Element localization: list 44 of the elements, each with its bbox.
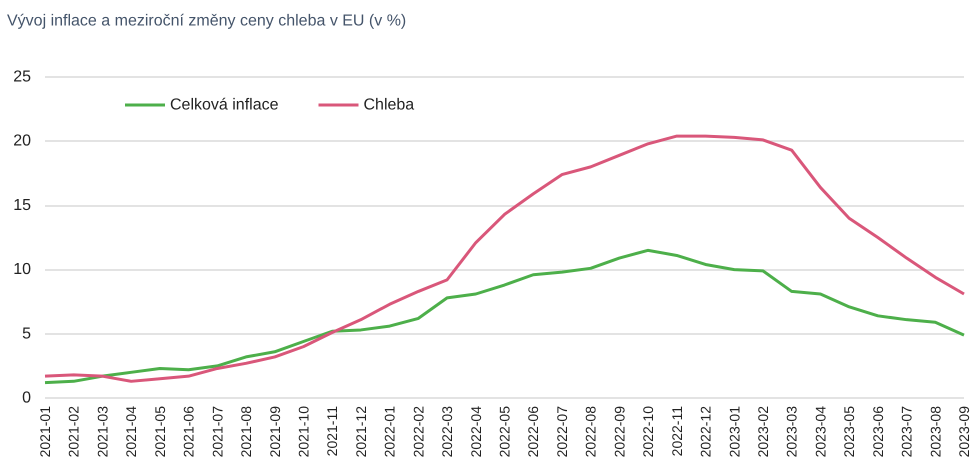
x-tick-label: 2021-02 <box>66 406 82 458</box>
legend-label: Celková inflace <box>170 96 279 114</box>
x-tick-label: 2022-11 <box>668 406 685 456</box>
y-tick-label: 25 <box>13 68 32 86</box>
line-series <box>44 134 966 383</box>
x-tick-label: 2022-01 <box>382 406 398 458</box>
line-series <box>44 248 966 384</box>
y-tick-label: 0 <box>22 390 32 406</box>
x-tick-label: 2023-08 <box>927 406 944 458</box>
x-tick-label: 2021-07 <box>209 406 226 458</box>
x-tick-label: 2023-05 <box>841 406 858 458</box>
x-tick-label: 2023-04 <box>812 406 828 458</box>
x-tick-label: 2023-03 <box>784 406 800 458</box>
x-tick-label: 2023-06 <box>870 406 886 458</box>
y-tick-label: 20 <box>13 132 32 150</box>
x-tick-label: 2021-11 <box>324 406 340 456</box>
x-tick-label: 2023-07 <box>898 406 915 458</box>
legend-label: Chleba <box>364 96 414 114</box>
x-tick-label: 2022-04 <box>468 406 484 458</box>
x-tick-label: 2021-01 <box>37 406 53 458</box>
x-tick-label: 2022-09 <box>611 406 628 458</box>
chart-title: Vývoj inflace a meziroční změny ceny chleba v EU (v %) <box>7 12 406 30</box>
x-tick-label: 2021-06 <box>180 406 197 458</box>
x-tick-label: 2022-02 <box>410 406 426 458</box>
y-tick-label: 5 <box>22 325 32 342</box>
x-tick-label: 2021-05 <box>152 406 168 458</box>
y-tick-label: 10 <box>13 261 32 278</box>
x-tick-label: 2022-05 <box>496 406 512 458</box>
x-tick-label: 2022-12 <box>698 406 714 458</box>
x-tick-label: 2022-07 <box>554 406 570 458</box>
x-tick-label: 2022-10 <box>640 406 656 458</box>
x-tick-label: 2022-06 <box>525 406 542 458</box>
x-tick-label: 2021-09 <box>266 406 283 458</box>
x-tick-label: 2022-03 <box>439 406 456 458</box>
x-tick-label: 2023-02 <box>754 406 771 458</box>
x-tick-label: 2021-10 <box>295 406 312 458</box>
x-tick-label: 2023-09 <box>956 406 972 458</box>
x-tick-label: 2021-03 <box>94 406 110 458</box>
x-tick-label: 2021-04 <box>123 406 140 458</box>
y-tick-label: 15 <box>13 196 32 214</box>
x-tick-label: 2023-01 <box>726 406 742 458</box>
x-tick-label: 2022-08 <box>582 406 599 458</box>
x-tick-label: 2021-12 <box>352 406 369 458</box>
x-tick-label: 2021-08 <box>238 406 254 458</box>
